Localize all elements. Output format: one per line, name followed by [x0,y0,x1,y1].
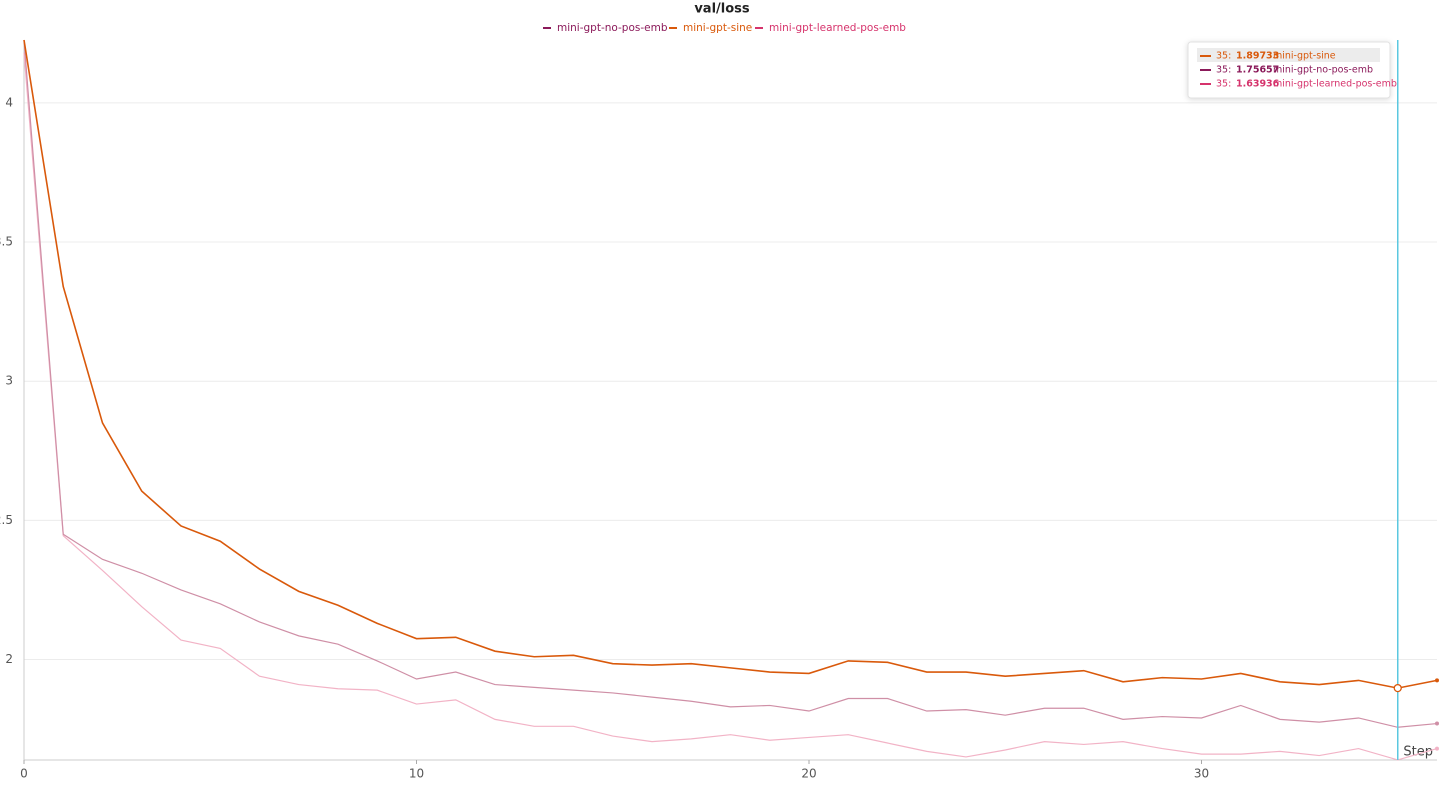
end-point [1435,721,1439,726]
series-line [23,52,1438,761]
tooltip-value: 1.89733 [1236,51,1279,62]
tooltip-value: 1.75657 [1236,65,1279,76]
x-tick-label: 20 [801,767,816,781]
tooltip-name: mini-gpt-no-pos-emb [1273,65,1373,76]
y-tick-label: 3.5 [0,235,13,249]
y-tick-label: 2 [5,652,13,666]
tooltip-name: mini-gpt-learned-pos-emb [1273,79,1397,90]
x-tick-label: 0 [20,767,28,781]
chart-title: val/loss [694,2,750,17]
tooltip-name: mini-gpt-sine [1273,51,1336,62]
x-tick-label: 10 [409,767,424,781]
y-tick-label: 4 [5,95,13,109]
end-point [1435,746,1439,751]
tooltip-step: 35: [1216,51,1231,62]
legend-label: mini-gpt-sine [683,22,752,34]
end-point [1435,678,1439,683]
tooltip-highlight [1197,48,1380,62]
y-tick-label: 2.5 [0,513,13,527]
y-tick-label: 3 [5,374,13,388]
tooltip-value: 1.63936 [1236,79,1280,90]
legend-label: mini-gpt-learned-pos-emb [769,22,906,34]
legend-label: mini-gpt-no-pos-emb [557,22,668,34]
x-tick-label: 30 [1194,767,1209,781]
tooltip-step: 35: [1216,79,1231,90]
legend: mini-gpt-no-pos-emb mini-gpt-sine mini-gpt… [543,22,906,34]
hover-point [1393,683,1402,693]
tooltip-step: 35: [1216,65,1231,76]
series-line [23,39,1438,728]
series-line [23,39,1438,689]
